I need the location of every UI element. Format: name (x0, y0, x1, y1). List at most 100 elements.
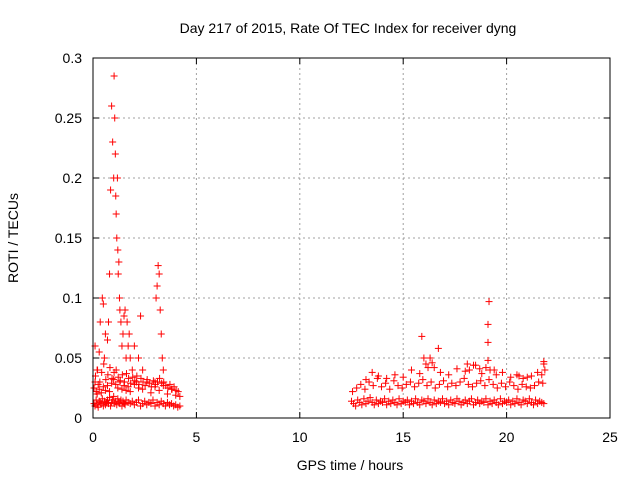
data-point (107, 186, 115, 194)
data-point (108, 102, 116, 110)
data-point (366, 394, 374, 402)
x-tick-label: 25 (602, 429, 618, 445)
grid (93, 58, 610, 418)
data-point (134, 354, 142, 362)
data-point (153, 282, 161, 290)
data-point (100, 360, 108, 368)
data-point (118, 385, 126, 393)
data-point (99, 383, 107, 391)
data-point (99, 300, 107, 308)
data-point (134, 396, 142, 404)
data-point (176, 402, 184, 410)
data-point (419, 376, 427, 384)
data-point (383, 401, 391, 409)
data-point (519, 374, 527, 382)
data-point (416, 401, 424, 409)
data-point (362, 376, 370, 384)
data-point (452, 382, 460, 390)
data-point (361, 385, 369, 393)
data-point (158, 354, 166, 362)
data-point (115, 258, 123, 266)
data-point (410, 400, 418, 408)
data-point (98, 294, 106, 302)
data-point (129, 373, 137, 381)
data-point (124, 383, 132, 391)
data-point (470, 361, 478, 369)
data-point (445, 371, 453, 379)
data-point (114, 246, 122, 254)
data-point (125, 374, 133, 382)
data-point (143, 376, 151, 384)
data-point (535, 378, 543, 386)
data-point (485, 376, 493, 384)
data-point (117, 318, 125, 326)
data-point (112, 210, 120, 218)
data-point (477, 377, 485, 385)
data-point (415, 379, 423, 387)
data-point (154, 262, 162, 270)
axis-ticks (92, 57, 611, 419)
data-point (114, 373, 122, 381)
data-point (96, 378, 104, 386)
y-tick-label: 0 (74, 410, 82, 426)
data-point (424, 395, 432, 403)
data-point (430, 364, 438, 372)
data-point (115, 294, 123, 302)
data-point (94, 366, 102, 374)
data-point (155, 270, 163, 278)
data-point (422, 360, 430, 368)
data-point (106, 364, 114, 372)
y-tick-label: 0.05 (55, 350, 82, 366)
data-point (128, 397, 136, 405)
data-point (139, 366, 147, 374)
data-point (161, 402, 169, 410)
data-point (405, 401, 413, 409)
data-point (124, 342, 132, 350)
data-point (387, 400, 395, 408)
data-point (431, 384, 439, 392)
data-point (381, 395, 389, 403)
data-point (496, 395, 504, 403)
data-point (110, 376, 118, 384)
x-axis-label: GPS time / hours (297, 457, 404, 473)
data-point (106, 270, 114, 278)
data-point (453, 365, 461, 373)
data-point (107, 402, 115, 410)
data-point (170, 383, 178, 391)
data-point (482, 364, 490, 372)
data-point (101, 330, 109, 338)
data-point (538, 371, 546, 379)
data-point (374, 372, 382, 380)
data-point (407, 366, 415, 374)
data-point (111, 114, 119, 122)
data-point (120, 378, 128, 386)
data-point (108, 374, 116, 382)
tick-labels: 0 5 10 15 20 25 0 0.05 0.1 0.15 0.2 0.25 0.3 (55, 50, 618, 445)
data-point (95, 348, 103, 356)
data-point (151, 402, 159, 410)
data-point (120, 312, 128, 320)
data-point (478, 370, 486, 378)
data-points (90, 72, 549, 411)
data-point (130, 342, 138, 350)
data-point (526, 384, 534, 392)
x-tick-label: 20 (499, 429, 515, 445)
data-point (511, 400, 519, 408)
data-point (100, 354, 108, 362)
data-point (160, 378, 168, 386)
data-point (113, 174, 121, 182)
data-point (147, 400, 155, 408)
x-tick-label: 5 (193, 429, 201, 445)
data-point (523, 400, 531, 408)
data-point (424, 364, 432, 372)
data-point (391, 371, 399, 379)
data-point (349, 388, 357, 396)
data-point (383, 374, 391, 382)
data-point (416, 370, 424, 378)
data-point (412, 395, 420, 403)
data-point (488, 400, 496, 408)
data-point (93, 390, 101, 398)
data-point (445, 401, 453, 409)
data-point (395, 395, 403, 403)
data-point (114, 384, 122, 392)
